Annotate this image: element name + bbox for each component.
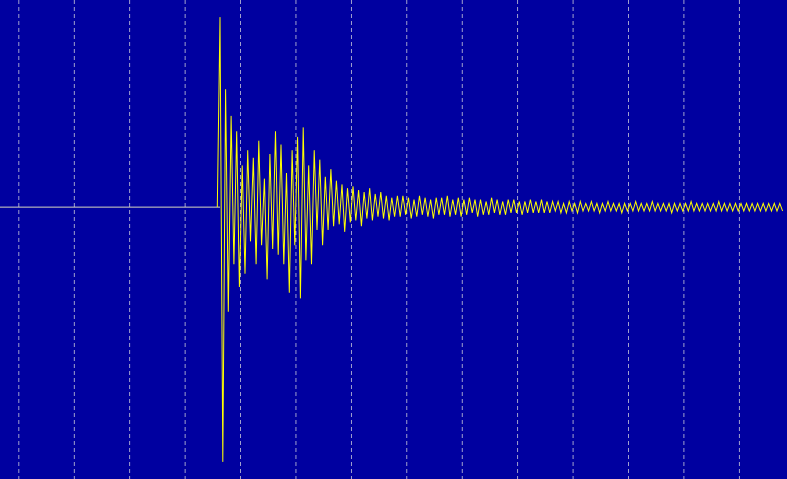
traces bbox=[0, 17, 784, 462]
waveform-trace bbox=[216, 17, 784, 462]
